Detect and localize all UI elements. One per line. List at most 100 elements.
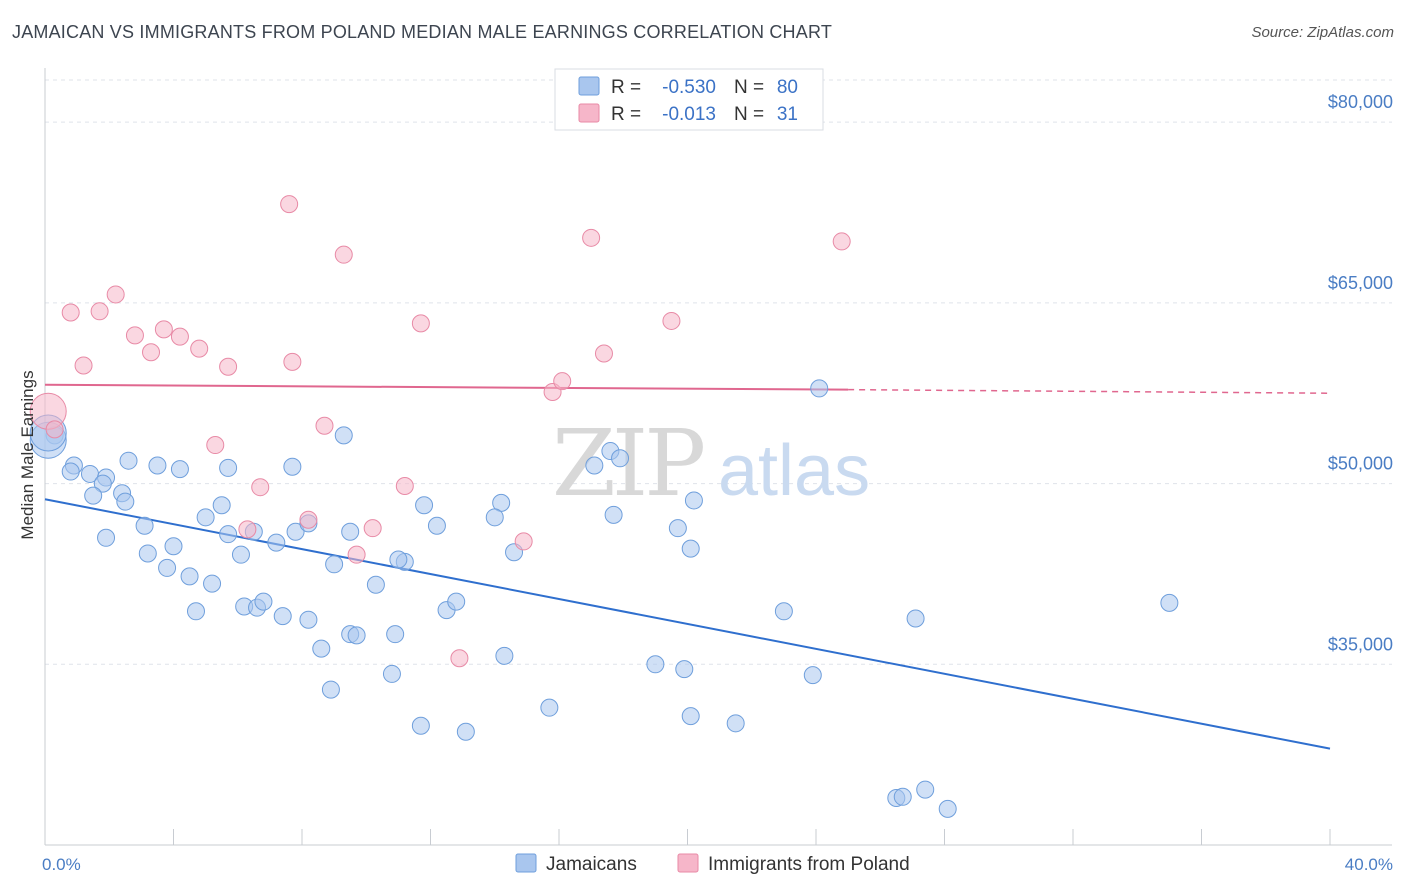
series-legend-swatch-poland <box>677 853 699 873</box>
point-poland-20 <box>347 545 366 564</box>
y-tick-label-3: $80,000 <box>1328 92 1393 112</box>
y-tick-labels: $35,000 $50,000 $65,000 $80,000 <box>1328 92 1393 654</box>
point-poland-27 <box>553 372 572 391</box>
point-jamaicans-2 <box>61 462 80 481</box>
point-poland-13 <box>238 520 257 539</box>
point-poland-15 <box>280 195 299 214</box>
point-poland-30 <box>662 311 681 330</box>
point-jamaicans-20 <box>180 567 199 586</box>
legend-swatch-jamaicans <box>578 76 600 96</box>
point-jamaicans-17 <box>138 544 157 563</box>
point-poland-7 <box>142 343 161 362</box>
point-jamaicans-8 <box>116 492 135 511</box>
point-jamaicans-61 <box>382 664 401 683</box>
point-jamaicans-60 <box>321 680 340 699</box>
point-jamaicans-71 <box>810 379 829 398</box>
point-jamaicans-75 <box>916 780 935 799</box>
y-axis-label: Median Male Earnings <box>18 370 37 539</box>
point-poland-16 <box>283 352 302 371</box>
series-legend-label-jamaicans: Jamaicans <box>546 854 637 875</box>
legend-n-label-0: N = <box>734 77 764 98</box>
watermark-atlas: atlas <box>718 431 870 511</box>
x-tick-label-1: 40.0% <box>1345 855 1393 874</box>
point-jamaicans-34 <box>366 575 385 594</box>
source-label: Source: ZipAtlas.com <box>1251 24 1394 41</box>
point-jamaicans-52 <box>585 456 604 475</box>
point-poland-3 <box>74 356 93 375</box>
point-jamaicans-27 <box>286 522 305 541</box>
point-jamaicans-46 <box>389 550 408 569</box>
point-jamaicans-9 <box>119 451 138 470</box>
watermark-zip: ZIP <box>552 410 703 517</box>
point-poland-25 <box>514 532 533 551</box>
point-jamaicans-48 <box>447 592 466 611</box>
gridlines <box>45 79 1392 665</box>
point-jamaicans-76 <box>938 799 957 818</box>
legend-r-label-1: R = <box>611 104 641 125</box>
point-jamaicans-13 <box>283 457 302 476</box>
point-poland-14 <box>251 478 270 497</box>
point-jamaicans-68 <box>726 714 745 733</box>
point-jamaicans-10 <box>148 456 167 475</box>
point-jamaicans-14 <box>334 426 353 445</box>
point-jamaicans-24 <box>231 545 250 564</box>
point-poland-31 <box>832 232 851 251</box>
x-tick-label-0: 0.0% <box>42 855 81 874</box>
point-jamaicans-63 <box>456 722 475 741</box>
point-jamaicans-11 <box>170 460 189 479</box>
point-poland-28 <box>582 228 601 247</box>
point-poland-11 <box>206 436 225 455</box>
series-legend-swatch-jamaicans <box>515 853 537 873</box>
point-jamaicans-66 <box>675 660 694 679</box>
chart-title: JAMAICAN VS IMMIGRANTS FROM POLAND MEDIA… <box>12 22 833 42</box>
point-poland-23 <box>411 314 430 333</box>
point-poland-8 <box>154 320 173 339</box>
legend-r-value-1: -0.013 <box>662 104 716 125</box>
point-poland-4 <box>90 302 109 321</box>
series-legend-label-poland: Immigrants from Poland <box>708 854 910 875</box>
point-jamaicans-77 <box>1160 593 1179 612</box>
point-jamaicans-12 <box>219 458 238 477</box>
y-tick-label-1: $50,000 <box>1328 454 1393 474</box>
point-poland-5 <box>106 285 125 304</box>
point-poland-18 <box>315 416 334 435</box>
point-jamaicans-35 <box>203 574 222 593</box>
correlation-legend: R = -0.530 N = 80 R = -0.013 N = 31 <box>554 68 824 131</box>
point-jamaicans-36 <box>186 602 205 621</box>
x-tick-labels: 0.0% 40.0% <box>42 855 1393 874</box>
watermark: ZIP atlas <box>552 410 870 517</box>
legend-r-value-0: -0.530 <box>662 77 716 98</box>
point-poland-9 <box>170 327 189 346</box>
trend-line-poland <box>44 383 849 391</box>
point-poland-17 <box>299 510 318 529</box>
point-jamaicans-40 <box>273 607 292 626</box>
point-jamaicans-55 <box>604 505 623 524</box>
y-tick-label-2: $65,000 <box>1328 273 1393 293</box>
point-poland-24 <box>450 649 469 668</box>
point-jamaicans-59 <box>495 646 514 665</box>
point-jamaicans-18 <box>164 537 183 556</box>
point-poland-29 <box>594 344 613 363</box>
point-jamaicans-30 <box>415 496 434 515</box>
series-legend: Jamaicans Immigrants from Poland <box>515 853 910 875</box>
point-poland-1 <box>45 420 64 439</box>
trend-lines <box>44 383 1331 750</box>
legend-n-label-1: N = <box>734 104 764 125</box>
legend-r-label-0: R = <box>611 77 641 98</box>
point-jamaicans-65 <box>646 655 665 674</box>
point-jamaicans-41 <box>299 610 318 629</box>
point-jamaicans-16 <box>135 516 154 535</box>
point-jamaicans-54 <box>611 449 630 468</box>
point-poland-19 <box>334 245 353 264</box>
point-jamaicans-72 <box>906 609 925 628</box>
point-jamaicans-19 <box>158 558 177 577</box>
point-jamaicans-62 <box>411 716 430 735</box>
data-points <box>29 195 1179 818</box>
point-jamaicans-64 <box>540 698 559 717</box>
point-poland-21 <box>363 519 382 538</box>
point-jamaicans-74 <box>893 787 912 806</box>
legend-swatch-poland <box>578 103 600 123</box>
point-poland-2 <box>61 303 80 322</box>
point-jamaicans-21 <box>196 508 215 527</box>
point-jamaicans-29 <box>341 522 360 541</box>
